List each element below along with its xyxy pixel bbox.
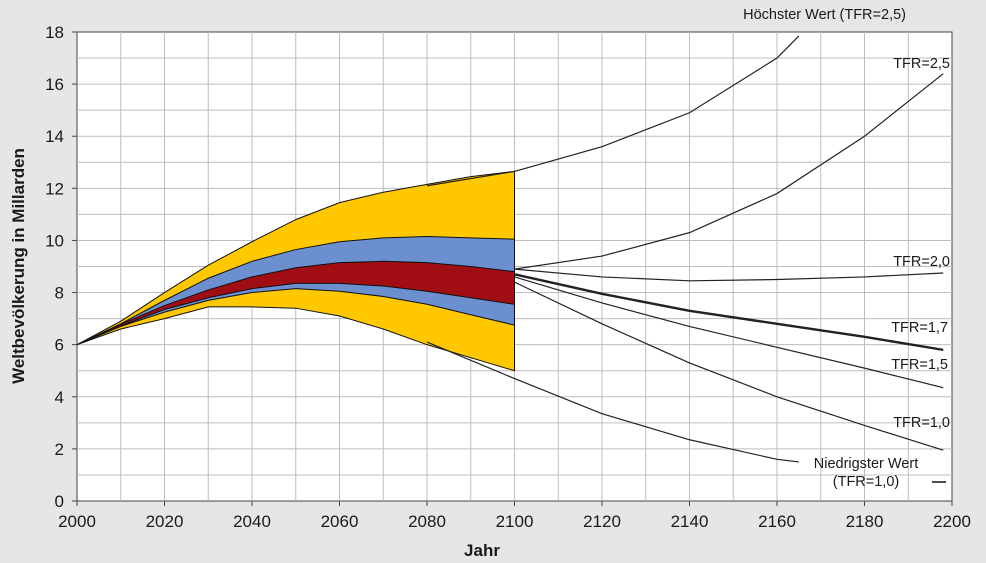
series-line-5: [514, 281, 944, 451]
series-line-6: [426, 341, 799, 463]
annotation-tfr15: TFR=1,5: [891, 357, 948, 373]
annotation-niedrigster-1: Niedrigster Wert: [814, 456, 918, 472]
series-lines: [426, 35, 944, 463]
annotation-hoechster: Höchster Wert (TFR=2,5): [743, 7, 906, 23]
x-tick-label: 2120: [583, 512, 621, 531]
y-tick-label: 2: [55, 440, 64, 459]
x-tick-label: 2100: [496, 512, 534, 531]
y-tick-label: 10: [45, 231, 64, 250]
y-tick-label: 16: [45, 75, 64, 94]
series-line-0: [426, 35, 800, 187]
x-tick-label: 2200: [933, 512, 971, 531]
x-tick-label: 2040: [233, 512, 271, 531]
x-tick-label: 2020: [146, 512, 184, 531]
annotation-niedrigster-2: (TFR=1,0): [833, 474, 899, 490]
y-tick-label: 14: [45, 127, 64, 146]
band-inner: [76, 260, 515, 346]
series-line-2: [514, 268, 944, 282]
x-tick-label: 2080: [408, 512, 446, 531]
y-tick-label: 12: [45, 179, 64, 198]
x-tick-label: 2160: [758, 512, 796, 531]
series-line-1: [514, 73, 944, 270]
annotation-tfr25: TFR=2,5: [893, 56, 950, 72]
series-line-4: [514, 276, 944, 389]
y-axis-label: Weltbevölkerung in Millarden: [9, 148, 28, 384]
x-tick-label: 2180: [846, 512, 884, 531]
annotation-tfr10: TFR=1,0: [893, 415, 950, 431]
y-tick-label: 0: [55, 492, 64, 511]
projection-bands: [76, 170, 515, 372]
y-tick-label: 4: [55, 388, 64, 407]
y-tick-labels: 0 2 4 6 8 10 12 14 16 18: [45, 23, 77, 511]
x-tick-labels: 2000 2020 2040 2060 2080 2100 2120 2140 2160 2180…: [58, 501, 971, 531]
annotations: Höchster Wert (TFR=2,5) TFR=2,5 TFR=2,0 TFR…: [743, 7, 950, 490]
x-tick-label: 2060: [321, 512, 359, 531]
x-tick-label: 2000: [58, 512, 96, 531]
x-axis-label: Jahr: [464, 541, 500, 560]
y-tick-label: 6: [55, 336, 64, 355]
annotation-tfr17: TFR=1,7: [891, 320, 948, 336]
series-line-3: [514, 273, 944, 352]
annotation-tfr20: TFR=2,0: [893, 254, 950, 270]
y-tick-label: 8: [55, 284, 64, 303]
x-tick-label: 2140: [671, 512, 709, 531]
y-tick-label: 18: [45, 23, 64, 42]
